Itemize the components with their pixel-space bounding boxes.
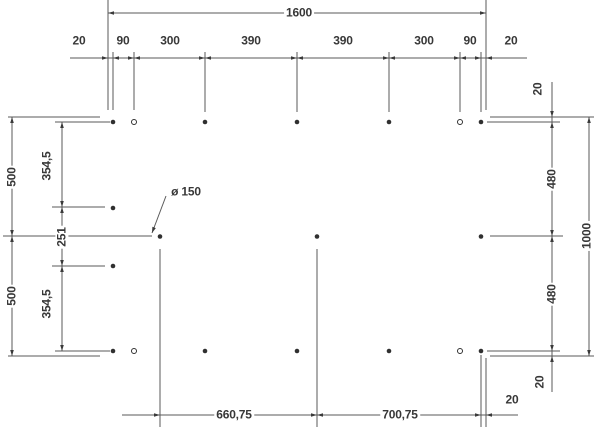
dim-top-300-right: 300 bbox=[412, 33, 436, 48]
drain-point bbox=[157, 234, 163, 239]
dimension-arrowheads bbox=[10, 11, 591, 417]
dim-top-90-right: 90 bbox=[461, 33, 479, 48]
dim-bottom-66075: 660,75 bbox=[214, 407, 254, 422]
dim-overall-width: 1600 bbox=[284, 5, 314, 20]
dim-top-20-right: 20 bbox=[502, 33, 520, 48]
dim-left-500-bottom: 500 bbox=[4, 284, 19, 308]
leader-arrowhead bbox=[152, 226, 156, 233]
dim-right-480-top: 480 bbox=[544, 167, 559, 191]
mounting-dots bbox=[110, 119, 484, 354]
dim-right-20-top: 20 bbox=[530, 80, 545, 98]
extension-lines bbox=[3, 0, 594, 427]
dim-bottom-20: 20 bbox=[503, 392, 521, 407]
dim-top-390-left: 390 bbox=[239, 33, 263, 48]
dim-top-300-left: 300 bbox=[158, 33, 182, 48]
dim-drain-diameter: ø 150 bbox=[169, 184, 203, 199]
anchor-circles bbox=[131, 119, 463, 354]
dim-left-3545-top: 354,5 bbox=[39, 149, 54, 183]
dim-overall-height: 1000 bbox=[579, 221, 594, 251]
drain-leader-line bbox=[151, 195, 167, 234]
dim-top-90-left: 90 bbox=[114, 33, 132, 48]
dim-left-251: 251 bbox=[54, 225, 69, 249]
dim-top-390-right: 390 bbox=[331, 33, 355, 48]
dim-left-500-top: 500 bbox=[4, 165, 19, 189]
dim-right-480-bottom: 480 bbox=[544, 282, 559, 306]
dimension-lines bbox=[11, 12, 590, 416]
dim-right-20-bottom: 20 bbox=[532, 373, 547, 391]
dim-bottom-70075: 700,75 bbox=[380, 407, 420, 422]
dim-left-3545-bottom: 354,5 bbox=[39, 287, 54, 321]
dim-top-20-left: 20 bbox=[70, 33, 88, 48]
